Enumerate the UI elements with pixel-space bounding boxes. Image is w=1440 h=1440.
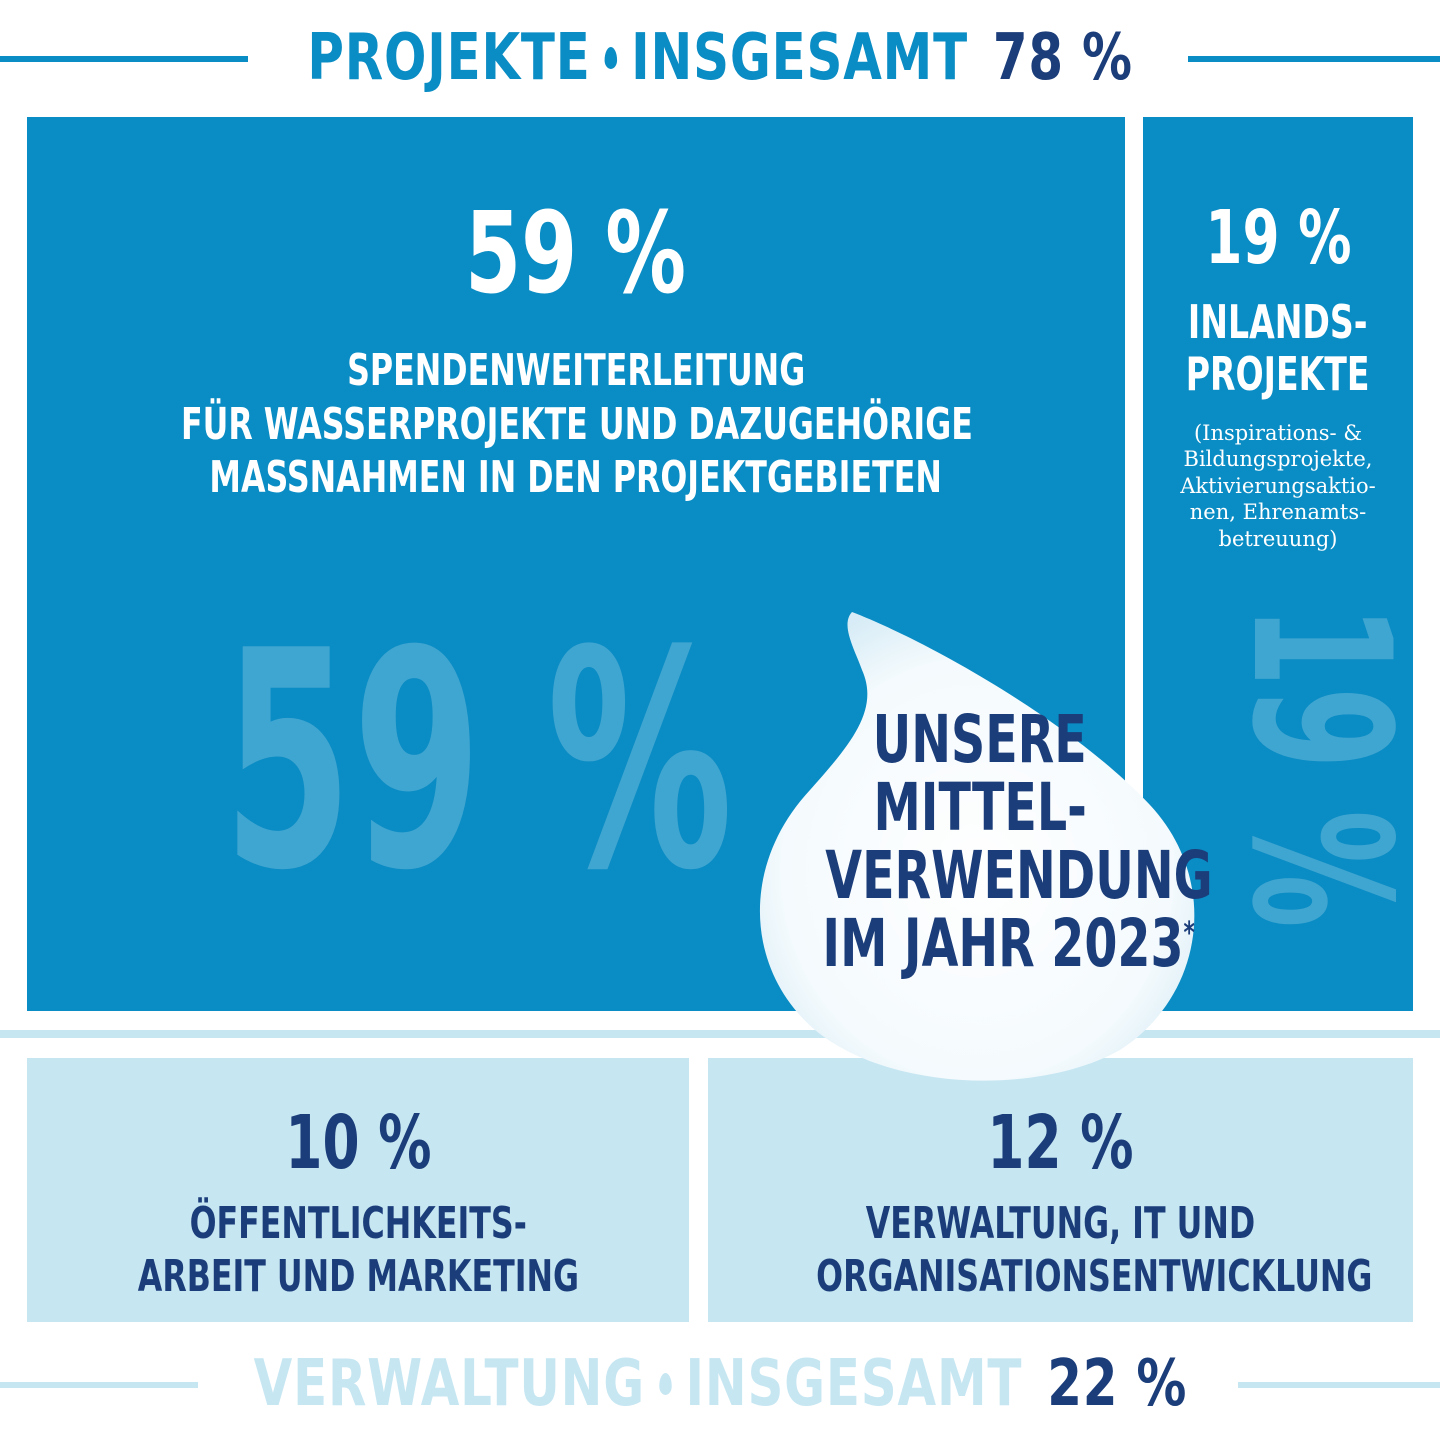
drop-dot-icon bbox=[658, 1373, 672, 1395]
box-marketing: 10 % ÖFFENTLICHKEITS- ARBEIT UND MARKETI… bbox=[27, 1058, 689, 1322]
admin-percent: 12 % bbox=[987, 1100, 1134, 1186]
bottom-header-part2: INSGESAMT bbox=[685, 1347, 1022, 1421]
box-administration: 12 % VERWALTUNG, IT UND ORGANISATIONSENT… bbox=[708, 1058, 1413, 1322]
inland-label-line2: PROJEKTE bbox=[1186, 347, 1370, 401]
box-inland-projects: 19 % 19 % INLANDS- PROJEKTE (Inspiration… bbox=[1143, 117, 1413, 1011]
top-header-value: 78 % bbox=[992, 21, 1133, 95]
inland-note-line5: betreuung) bbox=[1218, 526, 1338, 551]
inland-note-line1: (Inspirations- & bbox=[1193, 421, 1363, 445]
drop-title-line1: UNSERE bbox=[872, 701, 1088, 778]
top-header-line-right bbox=[1188, 56, 1440, 62]
marketing-percent: 10 % bbox=[284, 1100, 432, 1186]
inland-note-line2: Bildungsprojekte, bbox=[1183, 447, 1373, 472]
bottom-header-part1: VERWALTUNG bbox=[253, 1347, 645, 1421]
main-label-line1: SPENDENWEITERLEITUNG bbox=[346, 345, 806, 396]
drop-title-line3: VERWENDUNG bbox=[825, 837, 1213, 914]
drop-title-line2: MITTEL- bbox=[873, 769, 1087, 846]
inland-note-line3: Aktivierungsaktio- bbox=[1180, 473, 1376, 498]
marketing-label-line1: ÖFFENTLICHKEITS- bbox=[189, 1198, 527, 1249]
inland-percent: 19 % bbox=[1204, 195, 1352, 281]
section-divider-line bbox=[0, 1030, 1440, 1038]
inland-note-line4: nen, Ehrenamts- bbox=[1189, 500, 1367, 525]
drop-title: UNSERE MITTEL- VERWENDUNG IM JAHR 2023* bbox=[750, 700, 1213, 982]
ghost-19-percent: 19 % bbox=[1210, 605, 1413, 928]
bottom-header-line-right bbox=[1238, 1382, 1440, 1388]
drop-title-line4: IM JAHR 2023* bbox=[822, 904, 1194, 983]
bottom-header-value: 22 % bbox=[1046, 1347, 1187, 1421]
drop-dot-icon bbox=[604, 47, 618, 69]
water-drop-shape bbox=[759, 612, 1195, 1081]
admin-label-line2: ORGANISATIONSENTWICKLUNG bbox=[816, 1251, 1373, 1302]
drop-title-asterisk: * bbox=[1183, 916, 1195, 951]
main-label-line2: FÜR WASSERPROJEKTE UND DAZUGEHÖRIGE bbox=[180, 399, 973, 450]
marketing-label-line2: ARBEIT UND MARKETING bbox=[137, 1251, 579, 1302]
admin-label-line1: VERWALTUNG, IT UND bbox=[865, 1198, 1256, 1249]
main-percent: 59 % bbox=[465, 189, 687, 319]
drop-title-year: IM JAHR 2023 bbox=[822, 905, 1184, 982]
box-projects-main: 59 % 59 % SPENDENWEITERLEITUNG FÜR WASSE… bbox=[27, 117, 1125, 1011]
top-header: PROJEKTE INSGESAMT 78 % bbox=[0, 18, 1440, 98]
inland-label-line1: INLANDS- bbox=[1188, 295, 1368, 349]
top-header-part1: PROJEKTE bbox=[307, 21, 591, 95]
bottom-header: VERWALTUNG INSGESAMT 22 % bbox=[0, 1344, 1440, 1424]
ghost-59-percent: 59 % bbox=[223, 587, 733, 936]
main-label-line3: MASSNAHMEN IN DEN PROJEKTGEBIETEN bbox=[209, 452, 943, 503]
top-header-part2: INSGESAMT bbox=[631, 21, 968, 95]
bottom-header-line-left bbox=[0, 1382, 198, 1388]
top-header-line-left bbox=[0, 56, 248, 62]
